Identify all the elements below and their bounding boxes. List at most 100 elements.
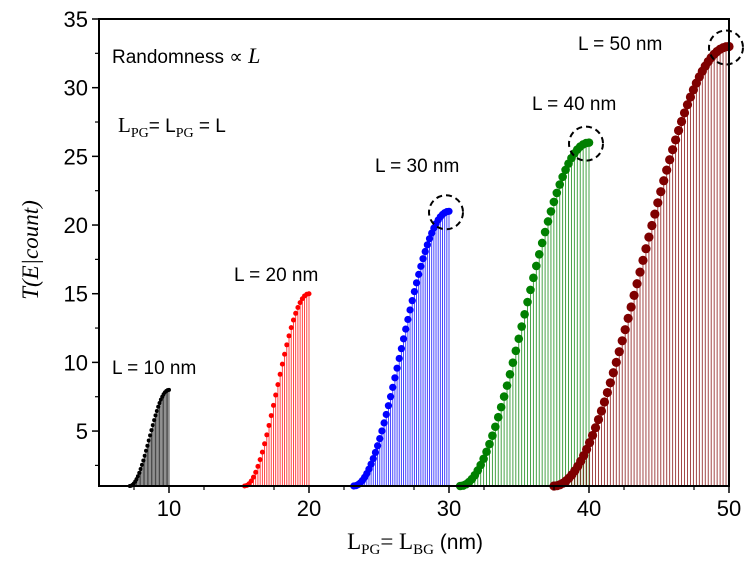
axis-ticks: 10 20 30 40 50 5 10 15 20 25 30 35 <box>64 7 742 521</box>
data-point <box>620 325 630 335</box>
data-point <box>493 412 503 422</box>
data-point <box>647 220 657 231</box>
data-point <box>154 408 159 413</box>
data-point <box>491 422 500 432</box>
y-tick-label: 25 <box>64 144 88 169</box>
data-point <box>623 313 633 323</box>
data-point <box>540 227 550 237</box>
data-point <box>537 238 547 248</box>
series-label: L = 30 nm <box>375 156 459 177</box>
data-point <box>644 232 654 242</box>
y-tick-label: 20 <box>64 213 88 238</box>
data-point <box>248 478 254 484</box>
x-tick-label: 40 <box>577 496 601 521</box>
peak-highlight-circle <box>428 194 464 231</box>
data-point <box>417 262 425 270</box>
data-point <box>157 401 162 406</box>
data-point <box>520 310 529 319</box>
data-point <box>408 297 416 305</box>
data-point <box>662 165 672 175</box>
data-point <box>148 433 153 438</box>
data-point <box>584 438 595 448</box>
data-point <box>286 333 292 339</box>
data-point <box>275 382 281 388</box>
data-point <box>146 438 151 443</box>
data-point <box>682 100 693 110</box>
data-point <box>593 414 604 425</box>
data-point <box>139 462 144 467</box>
data-point <box>167 387 171 392</box>
data-point <box>277 371 283 377</box>
data-point <box>685 92 696 102</box>
data-point <box>650 209 660 219</box>
data-point <box>611 357 621 367</box>
data-point <box>384 402 393 410</box>
data-point <box>635 267 645 277</box>
data-point <box>389 383 397 391</box>
data-point <box>425 235 434 243</box>
data-point <box>599 397 610 407</box>
x-tick-label: 50 <box>717 496 741 521</box>
series-label: L = 40 nm <box>532 94 616 115</box>
data-point <box>382 410 390 419</box>
data-point <box>255 463 261 469</box>
data-point <box>673 125 684 136</box>
data-point <box>676 116 687 127</box>
data-point <box>508 358 518 367</box>
highlight-layer <box>428 29 744 231</box>
data-point <box>253 469 259 475</box>
data-point <box>378 427 386 435</box>
data-point <box>138 467 143 472</box>
data-point <box>259 449 265 455</box>
data-point <box>641 244 651 254</box>
data-point <box>605 378 615 388</box>
data-point <box>526 285 535 295</box>
data-point <box>290 317 296 323</box>
peak-highlight-circle <box>568 125 604 162</box>
data-point <box>614 347 624 357</box>
data-point <box>555 180 565 189</box>
data-point <box>262 441 268 447</box>
peak-highlight-circle <box>708 29 744 66</box>
data-point <box>371 448 380 457</box>
y-axis-title: T(E|count) <box>18 200 43 300</box>
data-point <box>415 270 423 278</box>
data-point <box>671 135 681 145</box>
data-point <box>149 428 154 433</box>
data-point <box>369 455 377 463</box>
data-point <box>423 241 431 249</box>
data-point <box>293 310 299 316</box>
data-point <box>306 291 312 297</box>
data-point <box>386 393 395 401</box>
data-point <box>374 442 382 450</box>
data-point <box>137 470 142 475</box>
data-point <box>150 423 155 428</box>
data-point <box>142 453 147 458</box>
data-point <box>517 322 526 331</box>
data-point <box>679 108 690 118</box>
data-point <box>656 187 666 197</box>
y-tick-label: 30 <box>64 76 88 101</box>
series-label: L = 10 nm <box>112 358 196 379</box>
stem-layer <box>130 46 730 486</box>
data-point <box>482 447 491 457</box>
data-point <box>156 404 161 409</box>
data-point <box>488 431 497 441</box>
data-point <box>511 346 521 356</box>
data-point <box>282 351 288 357</box>
data-point <box>617 336 627 346</box>
data-point <box>268 413 274 419</box>
data-point <box>629 290 639 301</box>
data-point <box>367 460 375 468</box>
data-point <box>144 448 149 453</box>
data-point <box>402 325 410 333</box>
data-point <box>543 217 553 226</box>
x-axis-title: LPG= LBG (nm) <box>347 529 483 558</box>
data-point <box>479 454 488 464</box>
data-point <box>273 392 279 398</box>
data-point <box>653 198 663 208</box>
randomness-annotation: Randomness ∝ L <box>112 43 260 68</box>
data-point <box>590 423 601 433</box>
y-tick-label: 10 <box>64 350 88 375</box>
